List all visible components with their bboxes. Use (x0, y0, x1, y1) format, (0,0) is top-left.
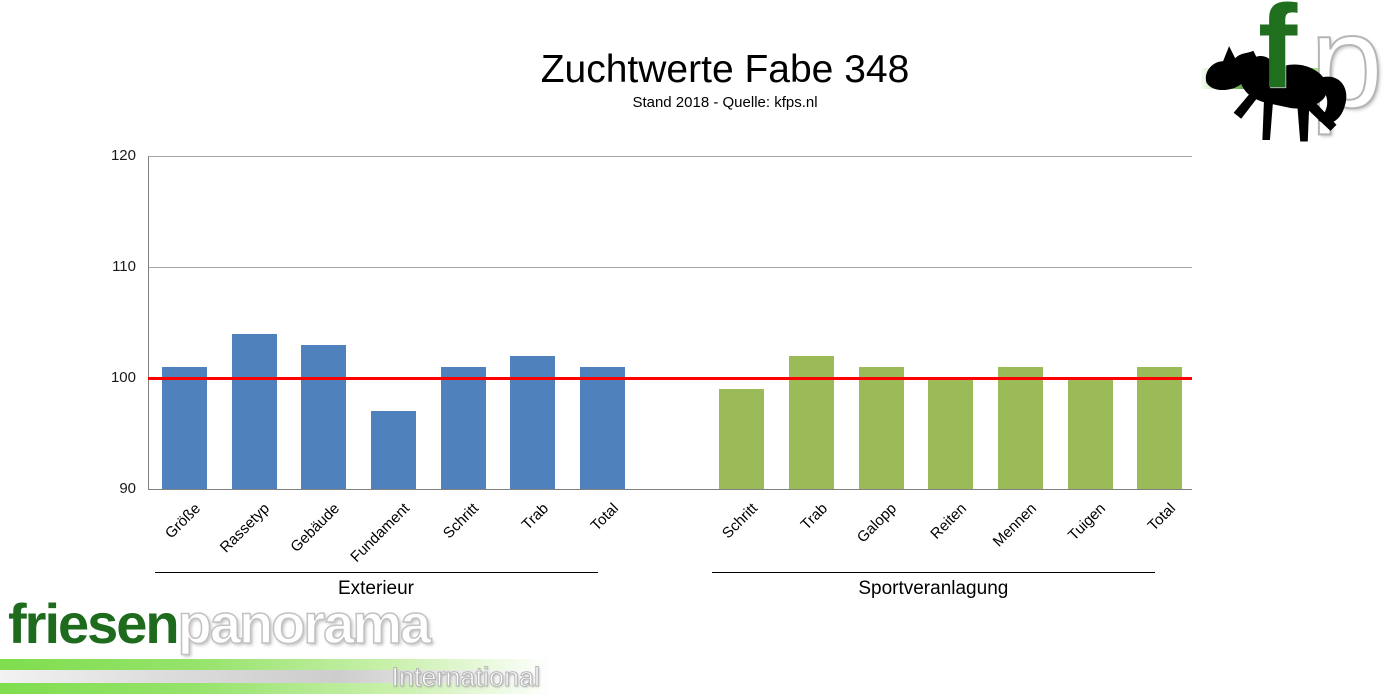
y-gridline (148, 488, 1192, 490)
reference-line (148, 376, 1192, 380)
stripe-gray-middle (0, 670, 562, 683)
y-tick-label: 120 (110, 147, 136, 164)
bar (1137, 366, 1183, 489)
bar (1067, 378, 1113, 489)
y-tick-label: 110 (112, 258, 136, 275)
footer-word-panorama: panorama (177, 592, 432, 655)
footer-stripes (0, 659, 562, 694)
group-underline (154, 572, 598, 573)
bar (440, 366, 486, 489)
logo-letter-f: f (1258, 0, 1298, 113)
horse-icon (1205, 46, 1347, 142)
bar (580, 366, 625, 489)
y-tick-label: 90 (119, 480, 136, 497)
footer-logo-text: friesenpanorama (8, 595, 432, 653)
group-label: Sportveranlagung (858, 578, 1009, 599)
bar (371, 411, 416, 489)
page-title: Zuchtwerte Fabe 348 (540, 48, 910, 91)
stripe-green-bottom (0, 683, 562, 694)
bar (998, 366, 1043, 489)
footer-word-friesen: friesen (8, 592, 180, 655)
y-gridline (148, 266, 1192, 268)
footer-tagline: International (391, 662, 541, 693)
y-axis-line (148, 156, 149, 490)
page-subtitle: Stand 2018 - Quelle: kfps.nl (632, 94, 818, 111)
bar (301, 344, 347, 489)
group-label: Exterieur (337, 578, 415, 599)
group-underline (711, 572, 1155, 573)
logo-letter-p: p (1309, 0, 1384, 135)
y-gridline (148, 155, 1192, 157)
y-tick-label: 100 (110, 369, 136, 386)
bar (162, 366, 207, 489)
footer-logo: friesenpanorama International (0, 592, 620, 700)
corner-logo: p f (1198, 0, 1398, 145)
bar (858, 366, 904, 489)
bar (928, 378, 974, 489)
stripe-green-top (0, 659, 562, 670)
bar (719, 389, 765, 489)
bar (231, 333, 277, 489)
